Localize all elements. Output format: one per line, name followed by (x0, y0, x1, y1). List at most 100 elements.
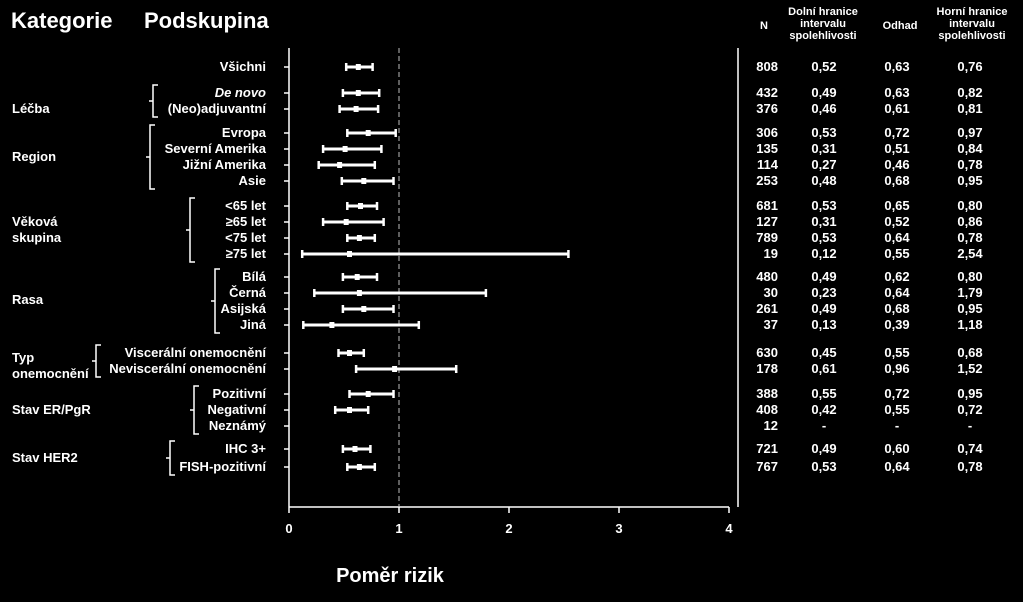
lower-ci-value: 0,49 (811, 85, 837, 100)
lower-ci-value: 0,53 (811, 230, 837, 245)
subgroup-label: Asijská (220, 301, 266, 316)
lower-ci-value: 0,27 (811, 157, 837, 172)
n-value: 37 (763, 317, 778, 332)
n-value: 253 (756, 173, 778, 188)
lower-ci-value: 0,49 (811, 441, 837, 456)
n-value: 767 (756, 459, 778, 474)
x-tick-label: 4 (725, 521, 733, 536)
estimate-value: 0,64 (884, 285, 910, 300)
category-bracket (92, 344, 101, 378)
lower-ci-value: 0,13 (811, 317, 837, 332)
point-estimate (356, 235, 362, 241)
estimate-value: 0,64 (884, 459, 910, 474)
upper-ci-value: 0,86 (957, 214, 983, 229)
point-estimate (347, 350, 352, 356)
x-tick-label: 3 (615, 521, 622, 536)
n-value: 261 (756, 301, 778, 316)
estimate-value: 0,52 (884, 214, 910, 229)
n-value: 306 (756, 125, 778, 140)
estimate-value: 0,68 (884, 173, 910, 188)
lower-ci-value: 0,53 (811, 125, 837, 140)
header-subgroup: Podskupina (144, 8, 269, 33)
upper-ci-value: 0,95 (957, 301, 983, 316)
estimate-value: 0,72 (884, 386, 910, 401)
lower-ci-value: 0,31 (811, 214, 837, 229)
upper-ci-value: 0,82 (957, 85, 983, 100)
lower-ci-value: 0,61 (811, 361, 837, 376)
header-upper-ci: Horní hranice intervalu spolehlivosti (936, 6, 1008, 42)
lower-ci-value: 0,52 (811, 59, 837, 74)
upper-ci-value: 0,80 (957, 198, 983, 213)
estimate-value: - (894, 418, 900, 433)
lower-ci-value: 0,31 (811, 141, 837, 156)
upper-ci-value: 0,74 (957, 441, 983, 456)
point-estimate (337, 162, 343, 168)
upper-ci-value: 0,72 (957, 402, 983, 417)
estimate-value: 0,62 (884, 269, 910, 284)
n-value: 127 (756, 214, 778, 229)
category-label: Léčba (12, 101, 50, 116)
n-value: 721 (756, 441, 778, 456)
upper-ci-value: 0,81 (957, 101, 983, 116)
upper-ci-value: 1,79 (957, 285, 983, 300)
lower-ci-value: 0,53 (811, 459, 837, 474)
subgroup-label: <75 let (225, 230, 266, 245)
point-estimate (365, 130, 371, 136)
upper-ci-value: 0,68 (957, 345, 983, 360)
category-bracket (146, 124, 155, 190)
point-estimate (329, 322, 335, 328)
upper-ci-value: 0,95 (957, 173, 983, 188)
estimate-value: 0,64 (884, 230, 910, 245)
subgroup-label: Severní Amerika (164, 141, 266, 156)
x-axis-label: Poměr rizik (336, 565, 444, 587)
lower-ci-value: - (821, 418, 827, 433)
subgroup-label: De novo (214, 85, 266, 100)
subgroup-label: Všichni (219, 59, 266, 74)
point-estimate (361, 178, 367, 184)
n-value: 789 (756, 230, 778, 245)
point-estimate (355, 64, 361, 70)
subgroup-label: Viscerální onemocnění (124, 345, 266, 360)
estimate-value: 0,65 (884, 198, 910, 213)
point-estimate (355, 90, 361, 96)
estimate-value: 0,63 (884, 85, 910, 100)
subgroup-label: Evropa (221, 125, 266, 140)
n-value: 630 (756, 345, 778, 360)
category-label: Stav ER/PgR (12, 402, 91, 417)
category-label: Stav HER2 (12, 450, 78, 465)
category-label: Region (12, 149, 57, 164)
lower-ci-value: 0,45 (811, 345, 837, 360)
point-estimate (354, 274, 360, 280)
subgroup-label: Bílá (242, 269, 266, 284)
estimate-value: 0,39 (884, 317, 910, 332)
subgroup-label: Neviscerální onemocnění (109, 361, 266, 376)
x-tick-label: 1 (395, 521, 402, 536)
upper-ci-value: 0,80 (957, 269, 983, 284)
category-bracket (186, 197, 195, 263)
n-value: 408 (756, 402, 778, 417)
point-estimate (347, 407, 352, 413)
category-label: Věková skupina (12, 214, 62, 245)
n-value: 388 (756, 386, 778, 401)
estimate-value: 0,72 (884, 125, 910, 140)
point-estimate (358, 203, 363, 209)
point-estimate (361, 306, 367, 312)
subgroup-label: Negativní (207, 402, 266, 417)
upper-ci-value: 0,97 (957, 125, 983, 140)
header-estimate: Odhad (882, 20, 918, 32)
point-estimate (342, 146, 348, 152)
header-lower-ci: Dolní hranice intervalu spolehlivosti (788, 6, 858, 42)
upper-ci-value: 0,78 (957, 459, 983, 474)
estimate-value: 0,61 (884, 101, 910, 116)
lower-ci-value: 0,42 (811, 402, 837, 417)
category-bracket (211, 268, 220, 334)
lower-ci-value: 0,23 (811, 285, 837, 300)
point-estimate (356, 290, 362, 296)
estimate-value: 0,60 (884, 441, 910, 456)
upper-ci-value: 0,78 (957, 230, 983, 245)
point-estimate (347, 251, 352, 257)
subgroup-label: FISH-pozitivní (179, 459, 266, 474)
subgroup-label: Černá (229, 285, 266, 300)
